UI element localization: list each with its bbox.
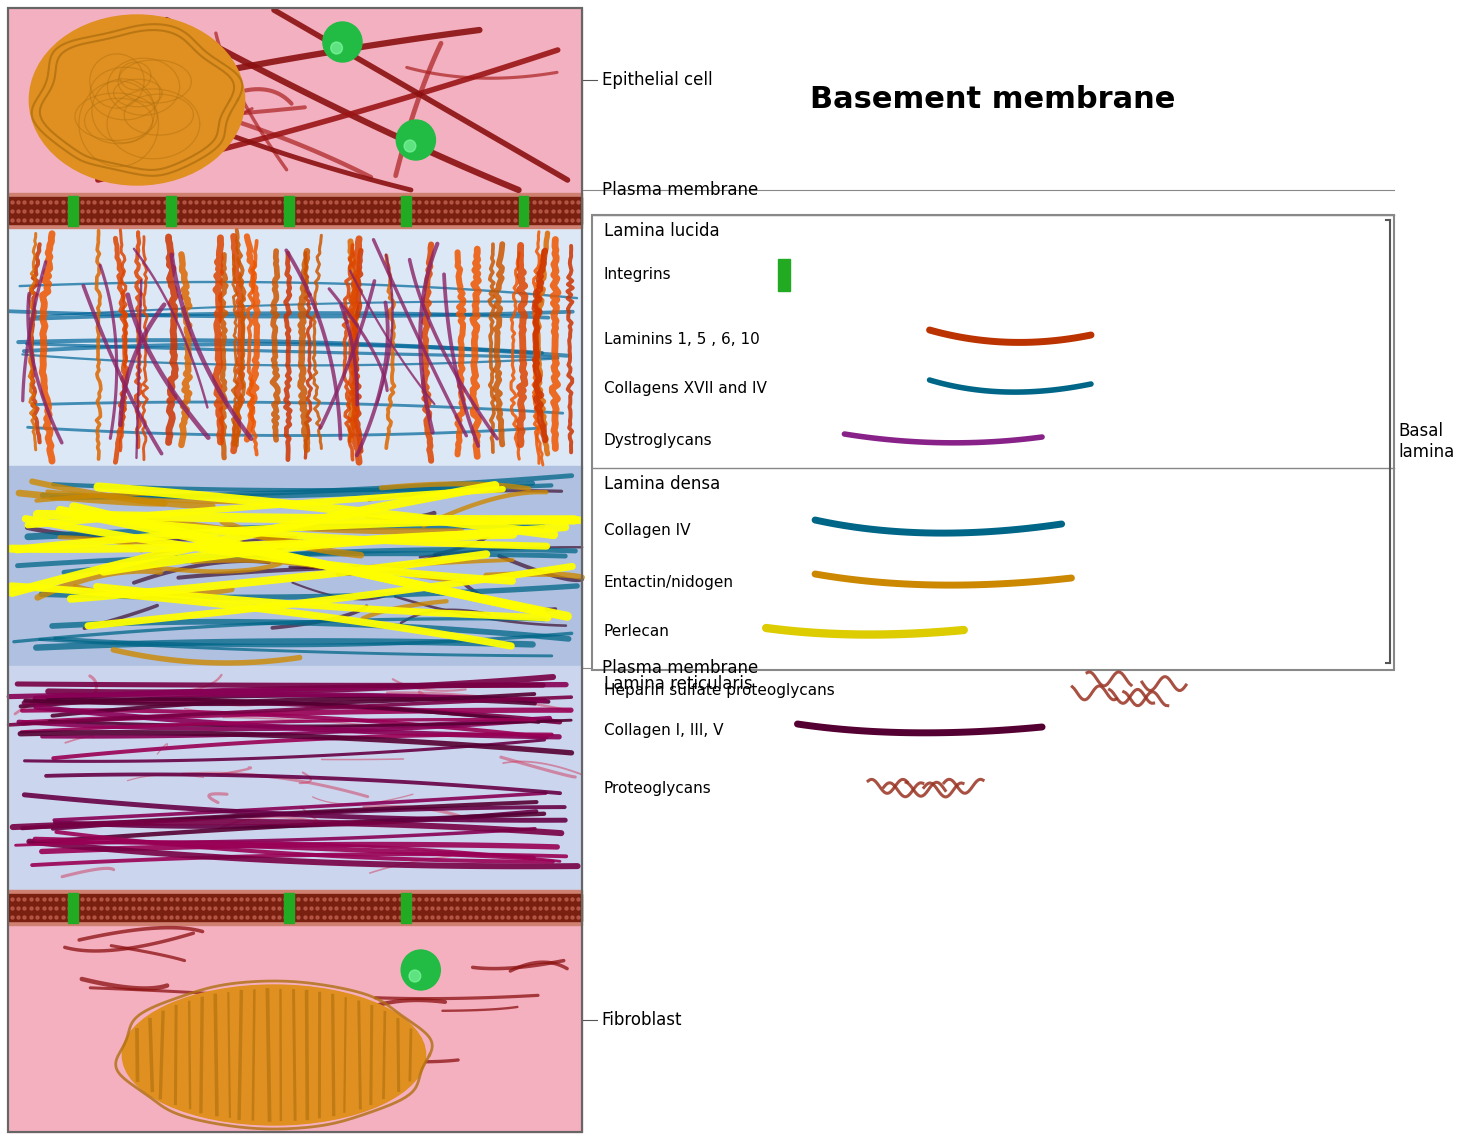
Bar — [402, 893, 411, 922]
Bar — [7, 197, 581, 223]
Text: Epithelial cell: Epithelial cell — [602, 71, 713, 89]
Text: Basement membrane: Basement membrane — [811, 86, 1176, 114]
Text: Perlecan: Perlecan — [603, 625, 669, 640]
Bar — [7, 8, 581, 1132]
Text: Plasma membrane: Plasma membrane — [602, 659, 758, 677]
Bar — [283, 893, 294, 922]
Text: Fibroblast: Fibroblast — [602, 1011, 682, 1029]
Bar — [402, 196, 411, 226]
Text: Lamina densa: Lamina densa — [603, 475, 720, 492]
Ellipse shape — [29, 15, 244, 185]
Text: Basal
lamina: Basal lamina — [1398, 422, 1455, 461]
Text: Collagen IV: Collagen IV — [603, 522, 690, 537]
Circle shape — [409, 970, 421, 982]
Bar — [7, 894, 581, 921]
Circle shape — [405, 140, 416, 152]
Text: Lamina lucida: Lamina lucida — [603, 222, 719, 241]
Bar — [7, 923, 581, 1132]
Circle shape — [323, 22, 362, 62]
Text: Plasma membrane: Plasma membrane — [602, 181, 758, 199]
Bar — [592, 215, 1394, 670]
Bar — [7, 8, 581, 195]
Bar — [283, 196, 294, 226]
Circle shape — [396, 120, 435, 160]
Bar — [592, 668, 1394, 891]
Circle shape — [330, 42, 342, 54]
Bar — [7, 193, 581, 228]
Bar — [519, 196, 529, 226]
Text: Dystroglycans: Dystroglycans — [603, 432, 713, 448]
Text: Laminins 1, 5 , 6, 10: Laminins 1, 5 , 6, 10 — [603, 333, 760, 348]
Bar — [69, 196, 79, 226]
Bar — [7, 8, 581, 1132]
Text: Collagens XVII and IV: Collagens XVII and IV — [603, 381, 767, 396]
Bar — [592, 215, 1394, 670]
Text: Entactin/nidogen: Entactin/nidogen — [603, 575, 733, 589]
Bar — [7, 666, 581, 891]
Bar — [777, 259, 789, 291]
Bar — [7, 466, 581, 668]
Ellipse shape — [123, 985, 425, 1125]
Bar — [69, 893, 79, 922]
Bar — [167, 196, 177, 226]
Bar — [7, 890, 581, 925]
Bar — [7, 226, 581, 469]
Text: Lamina reticularis: Lamina reticularis — [603, 675, 752, 693]
Circle shape — [402, 950, 440, 990]
Text: Proteoglycans: Proteoglycans — [603, 781, 712, 796]
Text: Integrins: Integrins — [603, 268, 672, 283]
Text: Heparin sulfate proteoglycans: Heparin sulfate proteoglycans — [603, 683, 834, 698]
Text: Collagen I, III, V: Collagen I, III, V — [603, 723, 723, 738]
